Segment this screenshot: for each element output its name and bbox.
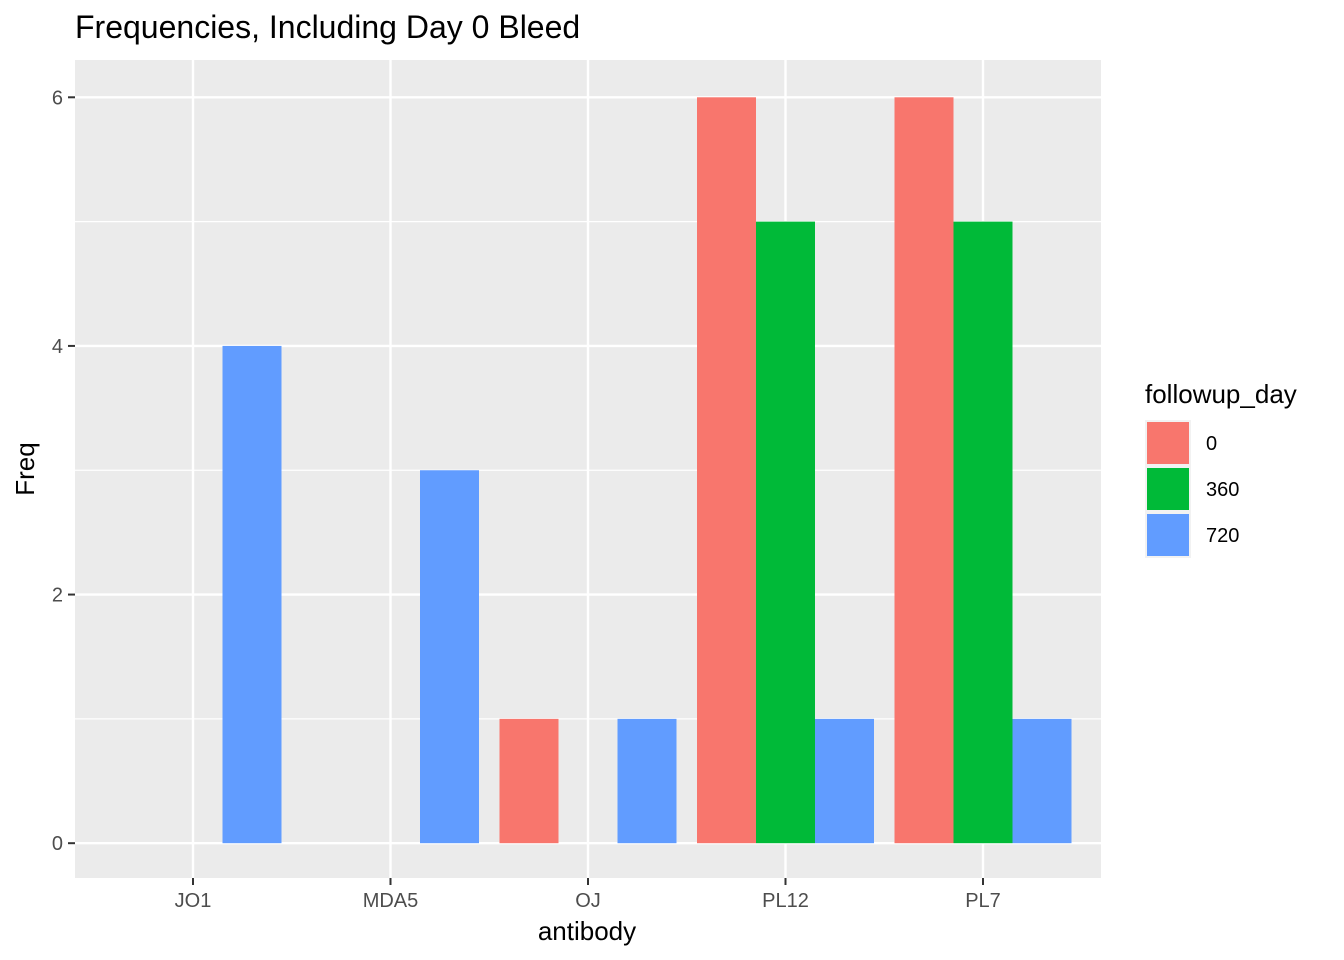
bar-pl7-0 bbox=[894, 97, 954, 844]
bar-oj-720 bbox=[617, 718, 677, 844]
x-axis: JO1 MDA5 OJ PL12 PL7 bbox=[175, 878, 1001, 912]
x-tick-label: PL7 bbox=[965, 890, 1001, 912]
legend-swatch-0 bbox=[1147, 422, 1189, 464]
legend-label-0: 0 bbox=[1206, 433, 1217, 455]
legend-swatch-360 bbox=[1147, 468, 1189, 510]
legend-swatch-720 bbox=[1147, 514, 1189, 556]
chart-title: Frequencies, Including Day 0 Bleed bbox=[75, 9, 580, 45]
bar-pl7-360 bbox=[953, 221, 1013, 844]
x-axis-title: antibody bbox=[538, 916, 636, 946]
legend-label-360: 360 bbox=[1206, 479, 1239, 501]
bar-layer bbox=[222, 97, 1072, 844]
bar-pl12-720 bbox=[815, 718, 874, 844]
y-axis: 0 2 4 6 bbox=[52, 87, 75, 855]
y-axis-title: Freq bbox=[10, 442, 40, 495]
y-tick-label: 2 bbox=[52, 585, 63, 607]
x-tick-label: OJ bbox=[575, 890, 601, 912]
bar-mda5-720 bbox=[420, 470, 479, 844]
y-tick-label: 0 bbox=[52, 833, 63, 855]
bar-pl12-0 bbox=[697, 97, 756, 844]
x-tick-label: PL12 bbox=[762, 890, 809, 912]
legend: followup_day 0 360 720 bbox=[1145, 379, 1297, 558]
y-tick-label: 6 bbox=[52, 87, 63, 109]
y-tick-label: 4 bbox=[52, 336, 63, 358]
bar-oj-0 bbox=[499, 718, 559, 844]
bar-pl7-720 bbox=[1012, 718, 1072, 844]
legend-label-720: 720 bbox=[1206, 525, 1239, 547]
x-tick-label: JO1 bbox=[175, 890, 212, 912]
legend-title: followup_day bbox=[1145, 379, 1297, 409]
bar-pl12-360 bbox=[756, 221, 815, 844]
bar-jo1-720 bbox=[222, 345, 282, 844]
x-tick-label: MDA5 bbox=[363, 890, 419, 912]
